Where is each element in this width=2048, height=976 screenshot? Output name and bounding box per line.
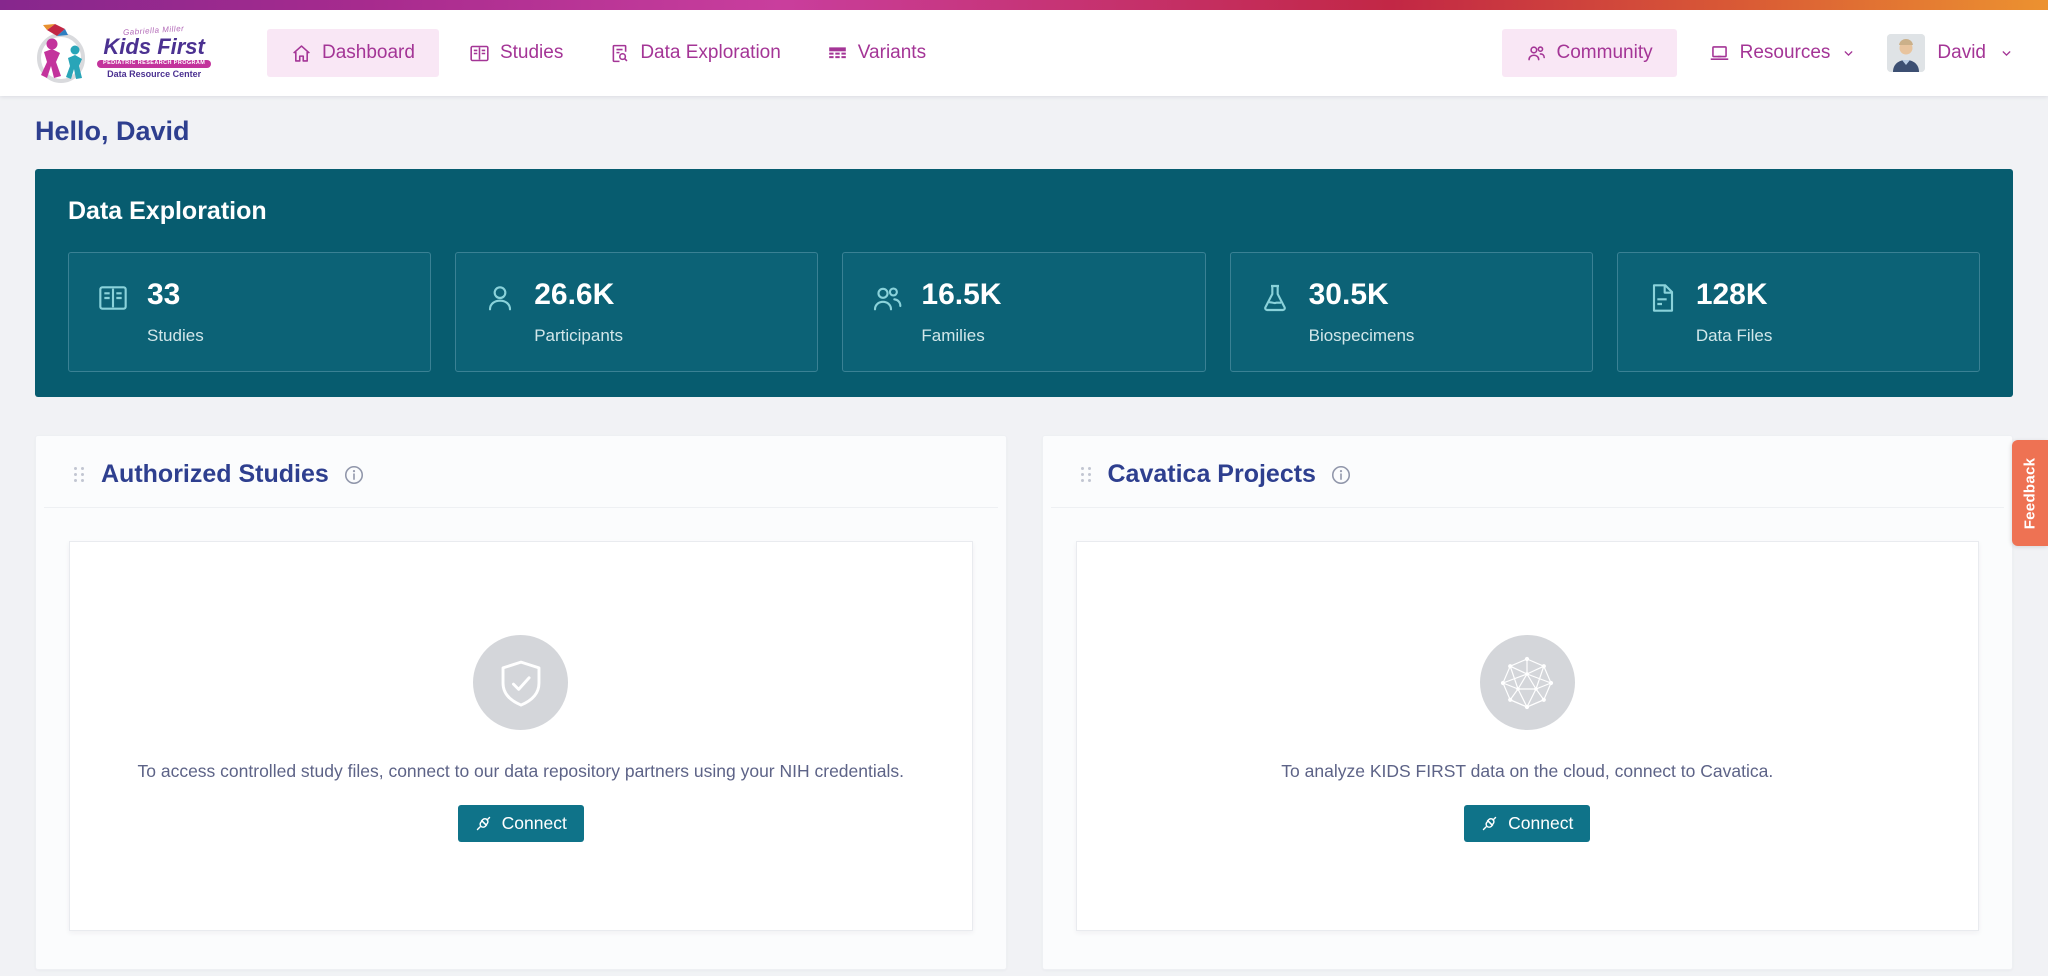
stat-value: 26.6K xyxy=(534,278,615,311)
network-sphere-icon xyxy=(1479,635,1575,730)
stat-value: 30.5K xyxy=(1308,278,1389,311)
nav-dashboard[interactable]: Dashboard xyxy=(267,29,439,77)
stat-card-studies[interactable]: 33 Studies xyxy=(68,252,432,372)
stat-value: 16.5K xyxy=(921,278,1002,311)
plug-icon xyxy=(1481,815,1498,832)
stat-label: Participants xyxy=(534,325,624,345)
shield-check-icon xyxy=(473,635,569,730)
logo-program-banner: PEDIATRIC RESEARCH PROGRAM xyxy=(97,59,212,69)
nav-resources[interactable]: Resources xyxy=(1693,29,1872,77)
nav-data-exploration-label: Data Exploration xyxy=(640,42,781,63)
logo-org: Data Resource Center xyxy=(107,69,202,80)
chevron-down-icon xyxy=(1842,47,1855,60)
nav-dashboard-label: Dashboard xyxy=(322,42,415,63)
laptop-icon xyxy=(1709,43,1730,64)
team-icon xyxy=(871,279,903,345)
chevron-down-icon xyxy=(2000,47,2013,60)
connect-button[interactable]: Connect xyxy=(1464,805,1591,842)
nav-variants-label: Variants xyxy=(857,42,927,63)
file-text-icon xyxy=(1646,279,1678,345)
nav-studies[interactable]: Studies xyxy=(453,29,579,77)
nav-resources-label: Resources xyxy=(1739,42,1831,63)
nav-variants[interactable]: Variants xyxy=(811,29,942,77)
file-search-icon xyxy=(609,43,630,64)
stat-value: 33 xyxy=(147,278,181,311)
user-avatar xyxy=(1887,34,1926,72)
plug-icon xyxy=(475,815,492,832)
connect-button-label: Connect xyxy=(501,813,567,833)
stat-card-biospecimens[interactable]: 30.5K Biospecimens xyxy=(1229,252,1593,372)
drag-handle-icon[interactable] xyxy=(72,465,87,484)
widget-description: To analyze KIDS FIRST data on the cloud,… xyxy=(1281,761,1774,781)
nav-data-exploration[interactable]: Data Exploration xyxy=(593,29,796,77)
feedback-tab[interactable]: Feedback xyxy=(2012,440,2048,546)
widget-title: Authorized Studies xyxy=(101,460,329,488)
nav-community-label: Community xyxy=(1556,42,1653,63)
table-icon xyxy=(827,43,848,64)
connect-button-label: Connect xyxy=(1508,813,1574,833)
top-nav-bar: Gabriella Miller Kids First PEDIATRIC RE… xyxy=(0,0,2048,96)
kids-first-figures-icon xyxy=(37,24,85,83)
stat-card-families[interactable]: 16.5K Families xyxy=(842,252,1206,372)
info-icon[interactable] xyxy=(343,464,365,486)
stat-label: Studies xyxy=(147,325,204,345)
widget-title: Cavatica Projects xyxy=(1107,460,1316,488)
authorized-studies-empty-state: To access controlled study files, connec… xyxy=(69,541,973,931)
user-icon xyxy=(484,279,516,345)
stat-value: 128K xyxy=(1695,278,1768,311)
cavatica-empty-state: To analyze KIDS FIRST data on the cloud,… xyxy=(1075,541,1979,931)
drag-handle-icon[interactable] xyxy=(1079,465,1094,484)
home-icon xyxy=(291,43,312,64)
widget-description: To access controlled study files, connec… xyxy=(137,761,905,781)
community-people-icon xyxy=(1526,43,1547,64)
stat-label: Biospecimens xyxy=(1308,325,1415,345)
cavatica-projects-card: Cavatica Projects xyxy=(1041,435,2013,970)
stat-card-data-files[interactable]: 128K Data Files xyxy=(1616,252,1981,372)
user-menu[interactable]: David xyxy=(1887,34,2013,72)
stat-label: Families xyxy=(921,325,985,345)
data-exploration-panel: Data Exploration 33 Studies xyxy=(35,169,2013,397)
open-book-icon xyxy=(469,43,490,64)
feedback-label: Feedback xyxy=(2021,457,2039,529)
nav-community[interactable]: Community xyxy=(1501,29,1677,77)
user-name: David xyxy=(1937,42,1986,63)
stats-row: 33 Studies 26.6K Participants xyxy=(68,252,1981,372)
page-greeting: Hello, David xyxy=(35,116,190,146)
stat-label: Data Files xyxy=(1695,325,1773,345)
dashboard-main: Hello, David Data Exploration 33 Studies xyxy=(0,96,2048,970)
primary-nav: Dashboard Studies xyxy=(267,29,942,77)
authorized-studies-card: Authorized Studies To access control xyxy=(35,435,1007,970)
flask-icon xyxy=(1259,279,1291,345)
stat-card-participants[interactable]: 26.6K Participants xyxy=(455,252,819,372)
data-exploration-title: Data Exploration xyxy=(68,197,267,225)
kids-first-logo[interactable]: Gabriella Miller Kids First PEDIATRIC RE… xyxy=(35,22,225,84)
info-icon[interactable] xyxy=(1330,464,1352,486)
logo-name: Kids First xyxy=(103,33,205,59)
brand-gradient-bar xyxy=(0,0,2048,10)
nav-studies-label: Studies xyxy=(499,42,564,63)
connect-button[interactable]: Connect xyxy=(457,805,584,842)
read-icon xyxy=(97,279,129,345)
